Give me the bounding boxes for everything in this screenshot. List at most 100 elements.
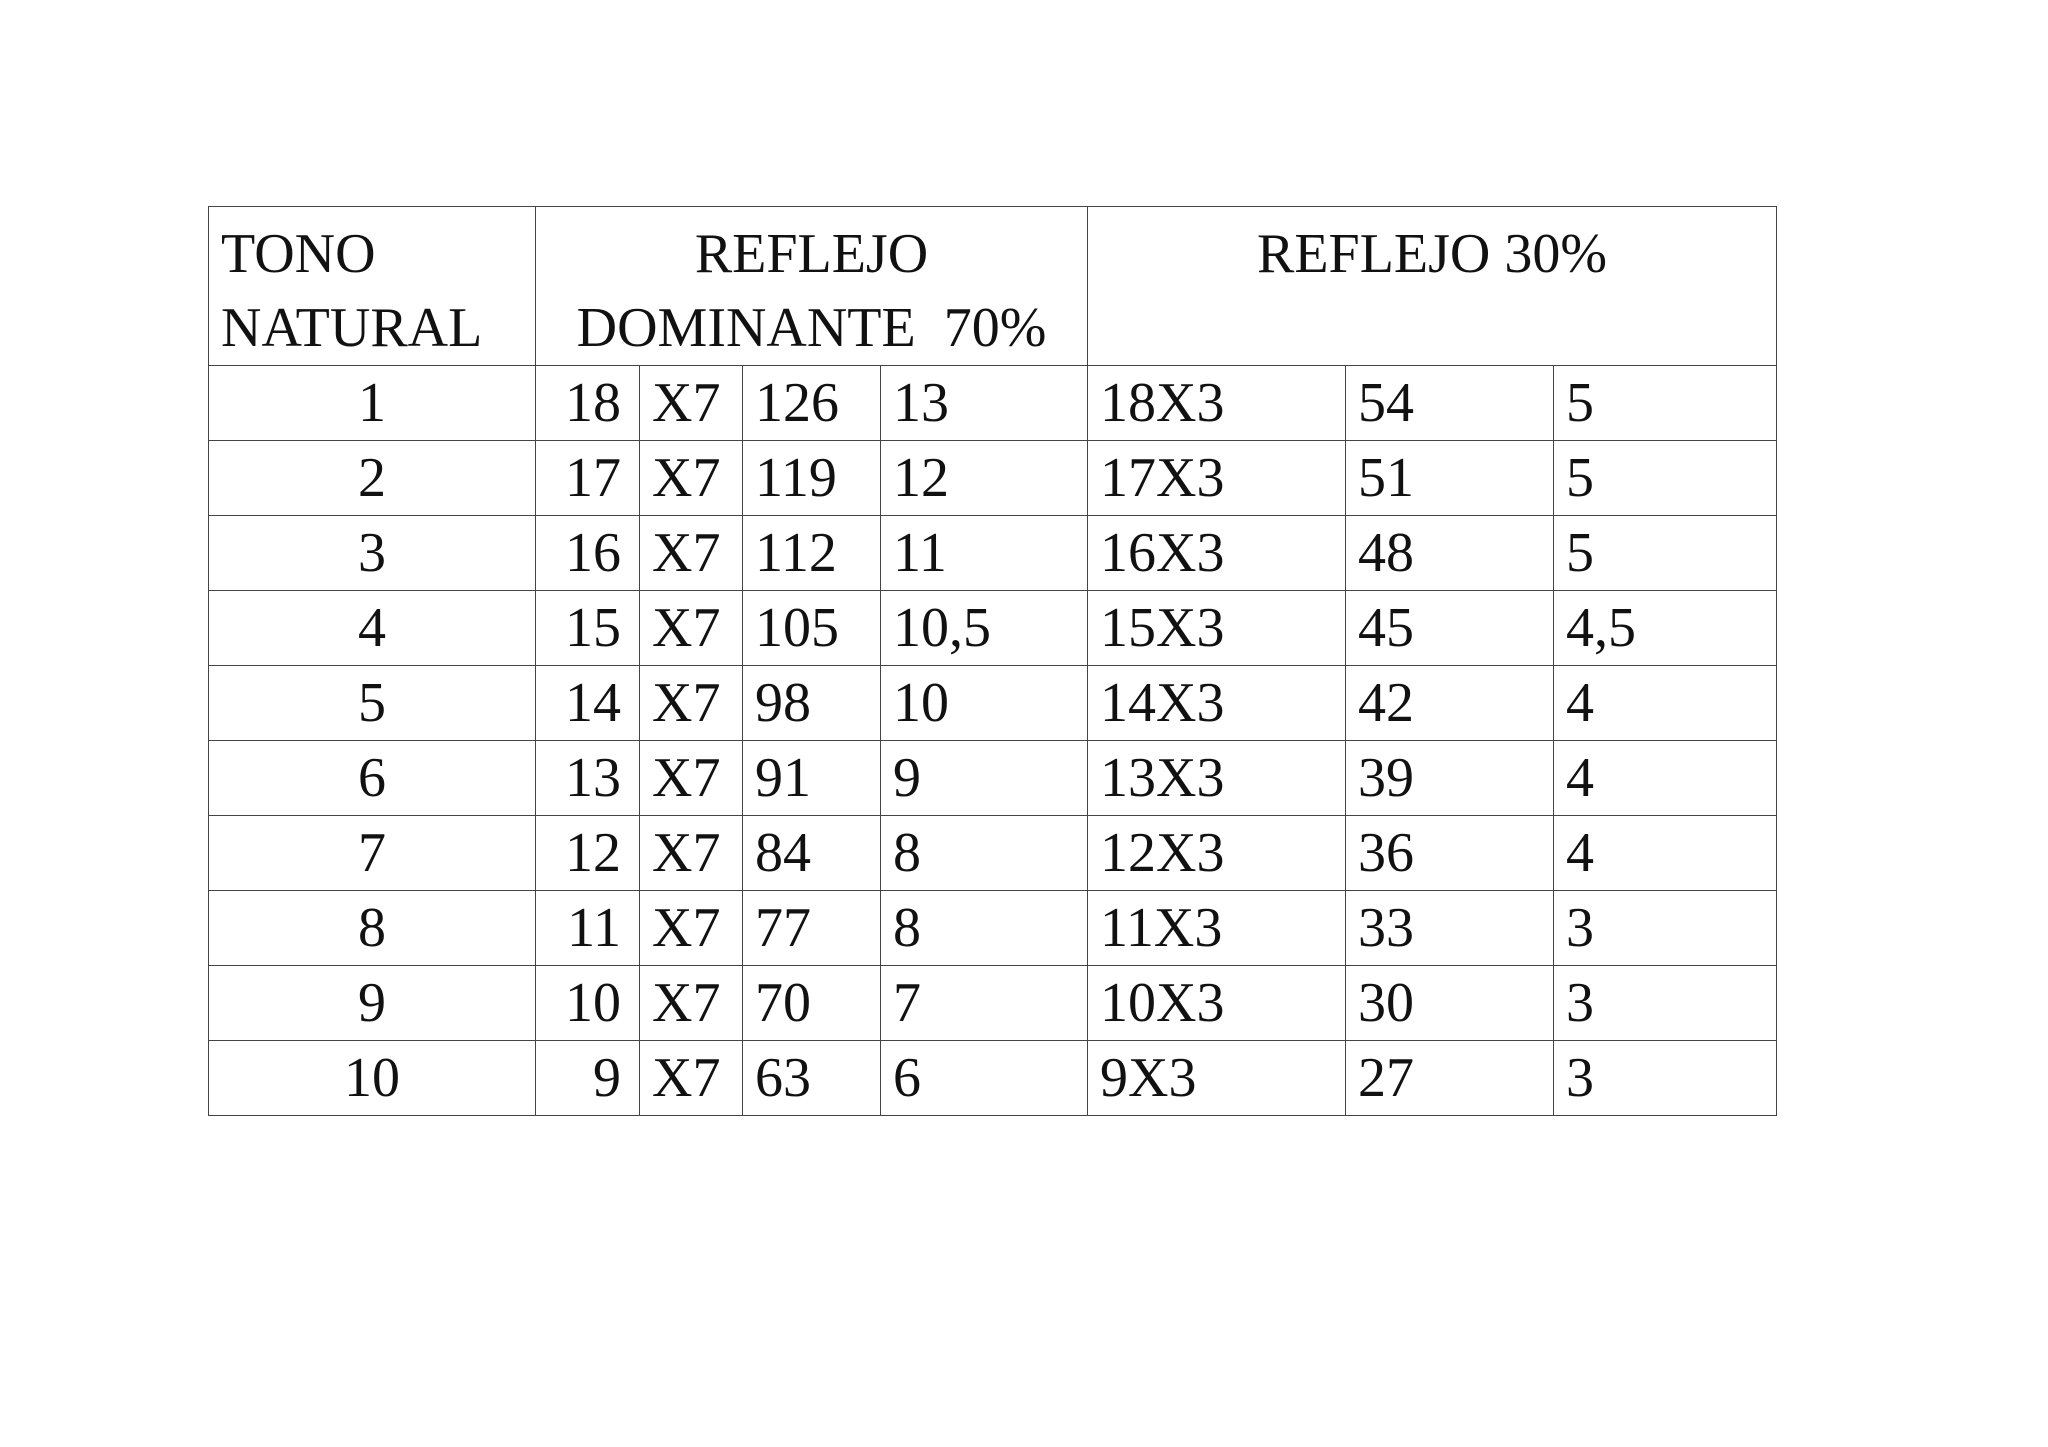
table-cell: X7	[639, 815, 743, 891]
table-cell: 126	[742, 365, 881, 441]
table-cell: 10,5	[880, 590, 1088, 666]
table-cell: 42	[1345, 665, 1554, 741]
table-cell: 10	[880, 665, 1088, 741]
table-cell: 13X3	[1087, 740, 1346, 816]
table-cell: 16X3	[1087, 515, 1346, 591]
table-cell: 12	[880, 440, 1088, 516]
table-cell: X7	[639, 965, 743, 1041]
table-cell: 63	[742, 1040, 881, 1116]
table-cell: 3	[1553, 890, 1777, 966]
table-cell: 11	[880, 515, 1088, 591]
table-row: 10 9 X7 63 6 9X3 27 3	[208, 1040, 1777, 1116]
table-cell: 12	[535, 815, 640, 891]
table-row: 5 14 X7 98 10 14X3 42 4	[208, 665, 1777, 741]
table-cell: 9	[208, 965, 536, 1041]
table-cell: 5	[208, 665, 536, 741]
table-cell: 7	[880, 965, 1088, 1041]
header-line: DOMINANTE 70%	[576, 297, 1047, 359]
table-cell: 8	[208, 890, 536, 966]
table-cell: 48	[1345, 515, 1554, 591]
table-cell: 39	[1345, 740, 1554, 816]
table-cell: X7	[639, 665, 743, 741]
table-cell: 45	[1345, 590, 1554, 666]
header-row: TONO NATURAL REFLEJO DOMINANTE 70% REFLEJO…	[208, 206, 1777, 366]
table-row: 4 15 X7 105 10,5 15X3 45 4,5	[208, 590, 1777, 666]
table-cell: 4	[1553, 740, 1777, 816]
table-cell: X7	[639, 590, 743, 666]
table-cell: 18	[535, 365, 640, 441]
table-cell: 13	[535, 740, 640, 816]
table-row: 1 18 X7 126 13 18X3 54 5	[208, 365, 1777, 441]
table-cell: 3	[208, 515, 536, 591]
table-cell: 3	[1553, 965, 1777, 1041]
table-row: 3 16 X7 112 11 16X3 48 5	[208, 515, 1777, 591]
table-cell: X7	[639, 890, 743, 966]
table-cell: 33	[1345, 890, 1554, 966]
table-cell: 11	[535, 890, 640, 966]
table-row: 2 17 X7 119 12 17X3 51 5	[208, 440, 1777, 516]
table-cell: 8	[880, 815, 1088, 891]
table-cell: 10X3	[1087, 965, 1346, 1041]
table-cell: 16	[535, 515, 640, 591]
table-cell: X7	[639, 365, 743, 441]
table-cell: 10	[535, 965, 640, 1041]
table-cell: 27	[1345, 1040, 1554, 1116]
table-row: 8 11 X7 77 8 11X3 33 3	[208, 890, 1777, 966]
table-cell: 18X3	[1087, 365, 1346, 441]
header-line: TONO	[221, 223, 376, 285]
table-cell: 17	[535, 440, 640, 516]
table-cell: 14X3	[1087, 665, 1346, 741]
table-cell: 10	[208, 1040, 536, 1116]
table-cell: 17X3	[1087, 440, 1346, 516]
table-cell: 5	[1553, 440, 1777, 516]
table-cell: X7	[639, 515, 743, 591]
table-cell: 7	[208, 815, 536, 891]
table-cell: 9X3	[1087, 1040, 1346, 1116]
table-row: 6 13 X7 91 9 13X3 39 4	[208, 740, 1777, 816]
header-line: REFLEJO	[694, 223, 929, 285]
table-cell: 91	[742, 740, 881, 816]
table-row: 7 12 X7 84 8 12X3 36 4	[208, 815, 1777, 891]
table-cell: 13	[880, 365, 1088, 441]
table-cell: 3	[1553, 1040, 1777, 1116]
table-cell: 12X3	[1087, 815, 1346, 891]
header-cell: TONO NATURAL	[208, 206, 536, 366]
table-cell: 54	[1345, 365, 1554, 441]
table-cell: 2	[208, 440, 536, 516]
table-cell: 11X3	[1087, 890, 1346, 966]
table-cell: 6	[880, 1040, 1088, 1116]
table-cell: 6	[208, 740, 536, 816]
table-cell: X7	[639, 440, 743, 516]
table-cell: 70	[742, 965, 881, 1041]
table-cell: 9	[880, 740, 1088, 816]
table-cell: X7	[639, 740, 743, 816]
table-cell: 5	[1553, 515, 1777, 591]
data-table: TONO NATURAL REFLEJO DOMINANTE 70% REFLEJO…	[208, 206, 1777, 1116]
table-cell: 15X3	[1087, 590, 1346, 666]
table-cell: 4	[208, 590, 536, 666]
table-cell: 5	[1553, 365, 1777, 441]
table-cell: 8	[880, 890, 1088, 966]
table-cell: 112	[742, 515, 881, 591]
table-cell: 4	[1553, 665, 1777, 741]
table-cell: 36	[1345, 815, 1554, 891]
table-cell: 15	[535, 590, 640, 666]
table-cell: 9	[535, 1040, 640, 1116]
table-cell: 30	[1345, 965, 1554, 1041]
table-cell: 77	[742, 890, 881, 966]
table-cell: 4,5	[1553, 590, 1777, 666]
table-cell: 98	[742, 665, 881, 741]
header-line: NATURAL	[221, 297, 483, 359]
table-cell: 4	[1553, 815, 1777, 891]
table-cell: 14	[535, 665, 640, 741]
table-cell: 1	[208, 365, 536, 441]
table-cell: X7	[639, 1040, 743, 1116]
header-cell: REFLEJO 30%	[1087, 206, 1777, 366]
table-cell: 84	[742, 815, 881, 891]
table-cell: 119	[742, 440, 881, 516]
table-row: 9 10 X7 70 7 10X3 30 3	[208, 965, 1777, 1041]
header-cell: REFLEJO DOMINANTE 70%	[535, 206, 1088, 366]
table-cell: 105	[742, 590, 881, 666]
table-cell: 51	[1345, 440, 1554, 516]
